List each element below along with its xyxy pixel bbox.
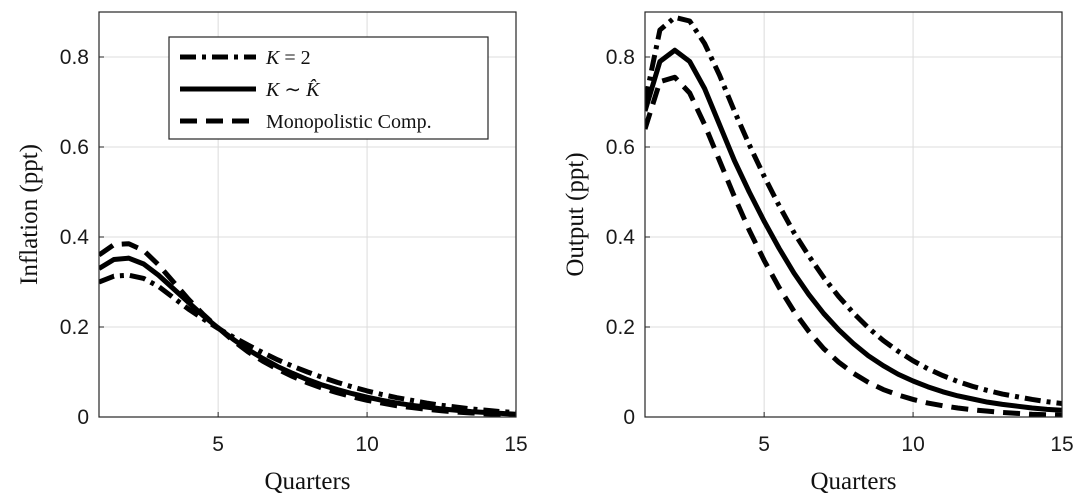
inflation-y-axis-label: Inflation (ppt) xyxy=(16,144,43,285)
inflation-series xyxy=(99,241,516,417)
legend-entry-2-op: ∼ xyxy=(279,79,306,101)
output-series xyxy=(645,14,1062,417)
output-x-axis-label: Quarters xyxy=(810,468,896,493)
legend-entry-1-lhs: K xyxy=(265,47,281,69)
output-y-tick-label: 0.4 xyxy=(606,226,636,249)
legend-entry-monopolistic: Monopolistic Comp. xyxy=(266,111,432,133)
inflation-ticks: 5 10 15 0 0.2 0.4 0.6 0.8 xyxy=(60,46,528,456)
inflation-x-tick-label: 5 xyxy=(212,433,224,456)
inflation-axes-frame xyxy=(98,11,517,418)
inflation-y-tick-label: 0.8 xyxy=(60,46,89,69)
output-y-tick-label: 0.6 xyxy=(606,136,635,159)
output-series-dashed-line xyxy=(645,74,1062,417)
legend-entry-1-op: = xyxy=(279,47,300,69)
output-x-tick-label: 15 xyxy=(1050,433,1073,456)
output-grid xyxy=(645,12,1063,418)
inflation-panel: 5 10 15 0 0.2 0.4 0.6 0.8 Quarters Inflation (p… xyxy=(16,11,528,493)
inflation-x-tick-label: 10 xyxy=(355,433,378,456)
output-ticks: 5 10 15 0 0.2 0.4 0.6 0.8 xyxy=(606,46,1074,456)
output-axes-frame xyxy=(644,11,1063,418)
legend-entry-k-distributed: K ∼ K̂ xyxy=(265,78,321,101)
inflation-series-dashed-line xyxy=(99,241,516,417)
output-y-tick-label: 0 xyxy=(623,406,635,429)
legend-entry-2-lhs: K xyxy=(265,79,281,101)
output-y-axis-label: Output (ppt) xyxy=(562,152,589,276)
output-y-tick-label: 0.8 xyxy=(606,46,635,69)
output-series-solid-line xyxy=(645,47,1062,413)
inflation-x-tick-label: 15 xyxy=(504,433,527,456)
legend-entry-2-rhs: K̂ xyxy=(305,78,321,101)
legend-entry-k-equals-2: K = 2 xyxy=(265,47,311,69)
inflation-y-tick-label: 0 xyxy=(77,406,89,429)
inflation-series-dashdot-line xyxy=(99,272,516,415)
inflation-y-tick-label: 0.2 xyxy=(60,316,89,339)
legend-entry-1-rhs: 2 xyxy=(301,47,311,69)
output-x-tick-label: 10 xyxy=(901,433,924,456)
output-x-tick-label: 5 xyxy=(758,433,770,456)
inflation-y-tick-label: 0.6 xyxy=(60,136,89,159)
output-y-tick-label: 0.2 xyxy=(606,316,635,339)
inflation-x-axis-label: Quarters xyxy=(264,468,350,493)
inflation-series-solid-line xyxy=(99,255,516,417)
legend: K = 2 K ∼ K̂ Monopolistic Comp. xyxy=(168,36,489,140)
inflation-y-tick-label: 0.4 xyxy=(60,226,90,249)
output-panel: 5 10 15 0 0.2 0.4 0.6 0.8 Quarters Output (ppt) xyxy=(562,11,1074,493)
